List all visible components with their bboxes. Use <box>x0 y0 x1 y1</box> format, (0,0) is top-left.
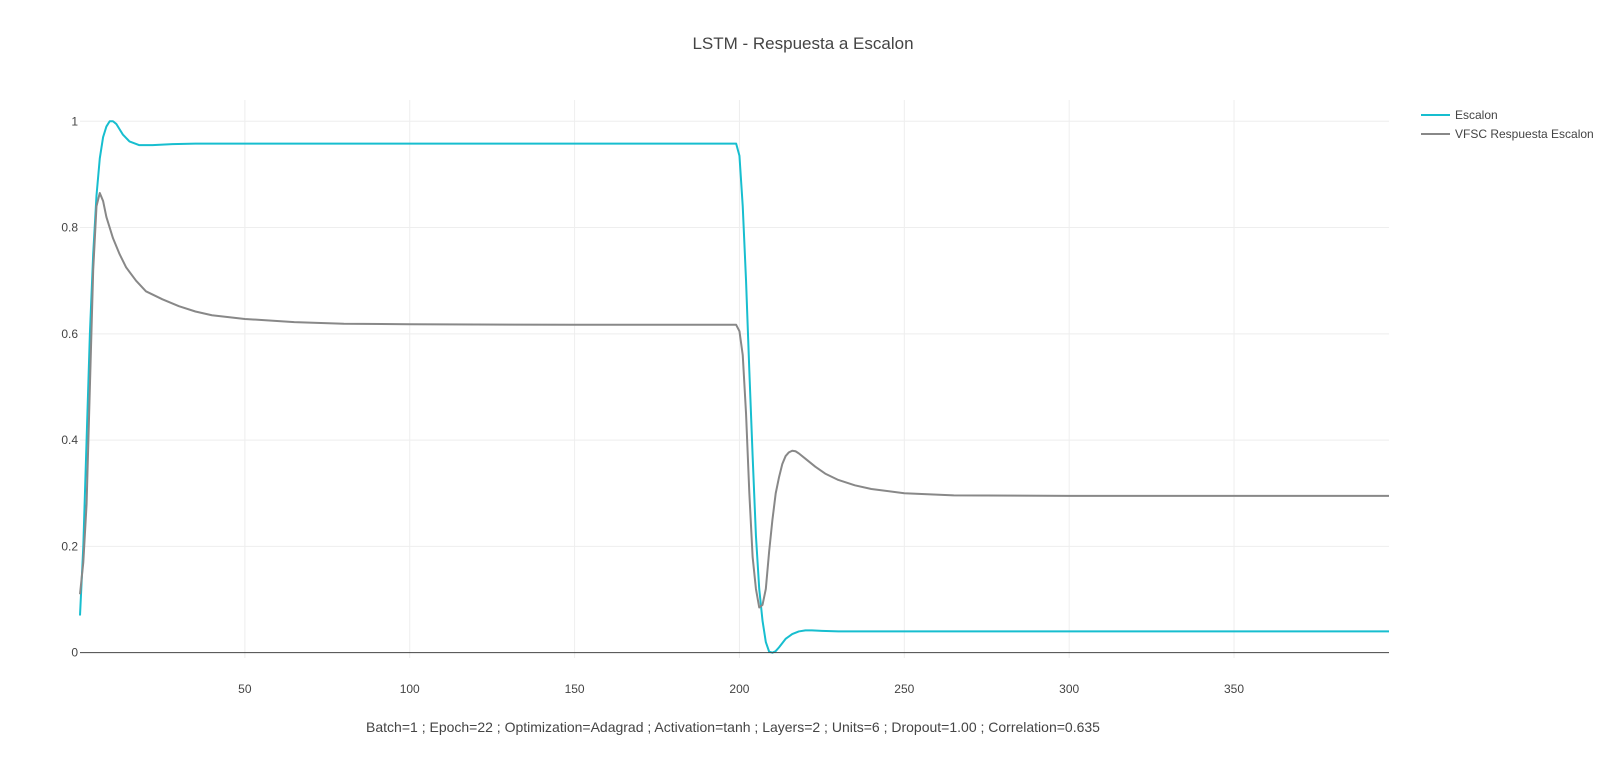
legend-item[interactable]: Escalon <box>1421 108 1498 122</box>
series-line-escalon <box>79 120 1389 654</box>
y-tick-label: 0.2 <box>61 539 78 553</box>
y-tick-label: 0.8 <box>61 221 78 235</box>
grid-layer <box>80 100 1389 658</box>
legend-item[interactable]: VFSC Respuesta Escalon <box>1421 127 1594 141</box>
x-axis-label: Batch=1 ; Epoch=22 ; Optimization=Adagra… <box>366 719 1100 735</box>
series-line-vfsc-respuesta-escalon <box>79 192 1389 609</box>
x-tick-label: 300 <box>1059 682 1079 696</box>
x-tick-label: 50 <box>238 682 252 696</box>
legend[interactable]: Escalon VFSC Respuesta Escalon <box>1421 108 1594 141</box>
x-tick-label: 150 <box>565 682 585 696</box>
x-tick-label: 350 <box>1224 682 1244 696</box>
y-tick-label: 0.6 <box>61 327 78 341</box>
x-tick-label: 250 <box>894 682 914 696</box>
x-tick-label: 200 <box>729 682 749 696</box>
x-tick-label: 100 <box>400 682 420 696</box>
series-layer <box>79 120 1389 654</box>
chart-title: LSTM - Respuesta a Escalon <box>692 34 913 53</box>
legend-label: Escalon <box>1455 108 1498 122</box>
y-tick-label: 1 <box>71 114 78 128</box>
y-tick-label: 0 <box>71 646 78 660</box>
y-tick-label: 0.4 <box>61 433 78 447</box>
legend-label: VFSC Respuesta Escalon <box>1455 127 1594 141</box>
axis-layer: 50 100 150 200 250 300 350 0 0.2 0.4 0.6 0.8 1 <box>61 114 1389 696</box>
